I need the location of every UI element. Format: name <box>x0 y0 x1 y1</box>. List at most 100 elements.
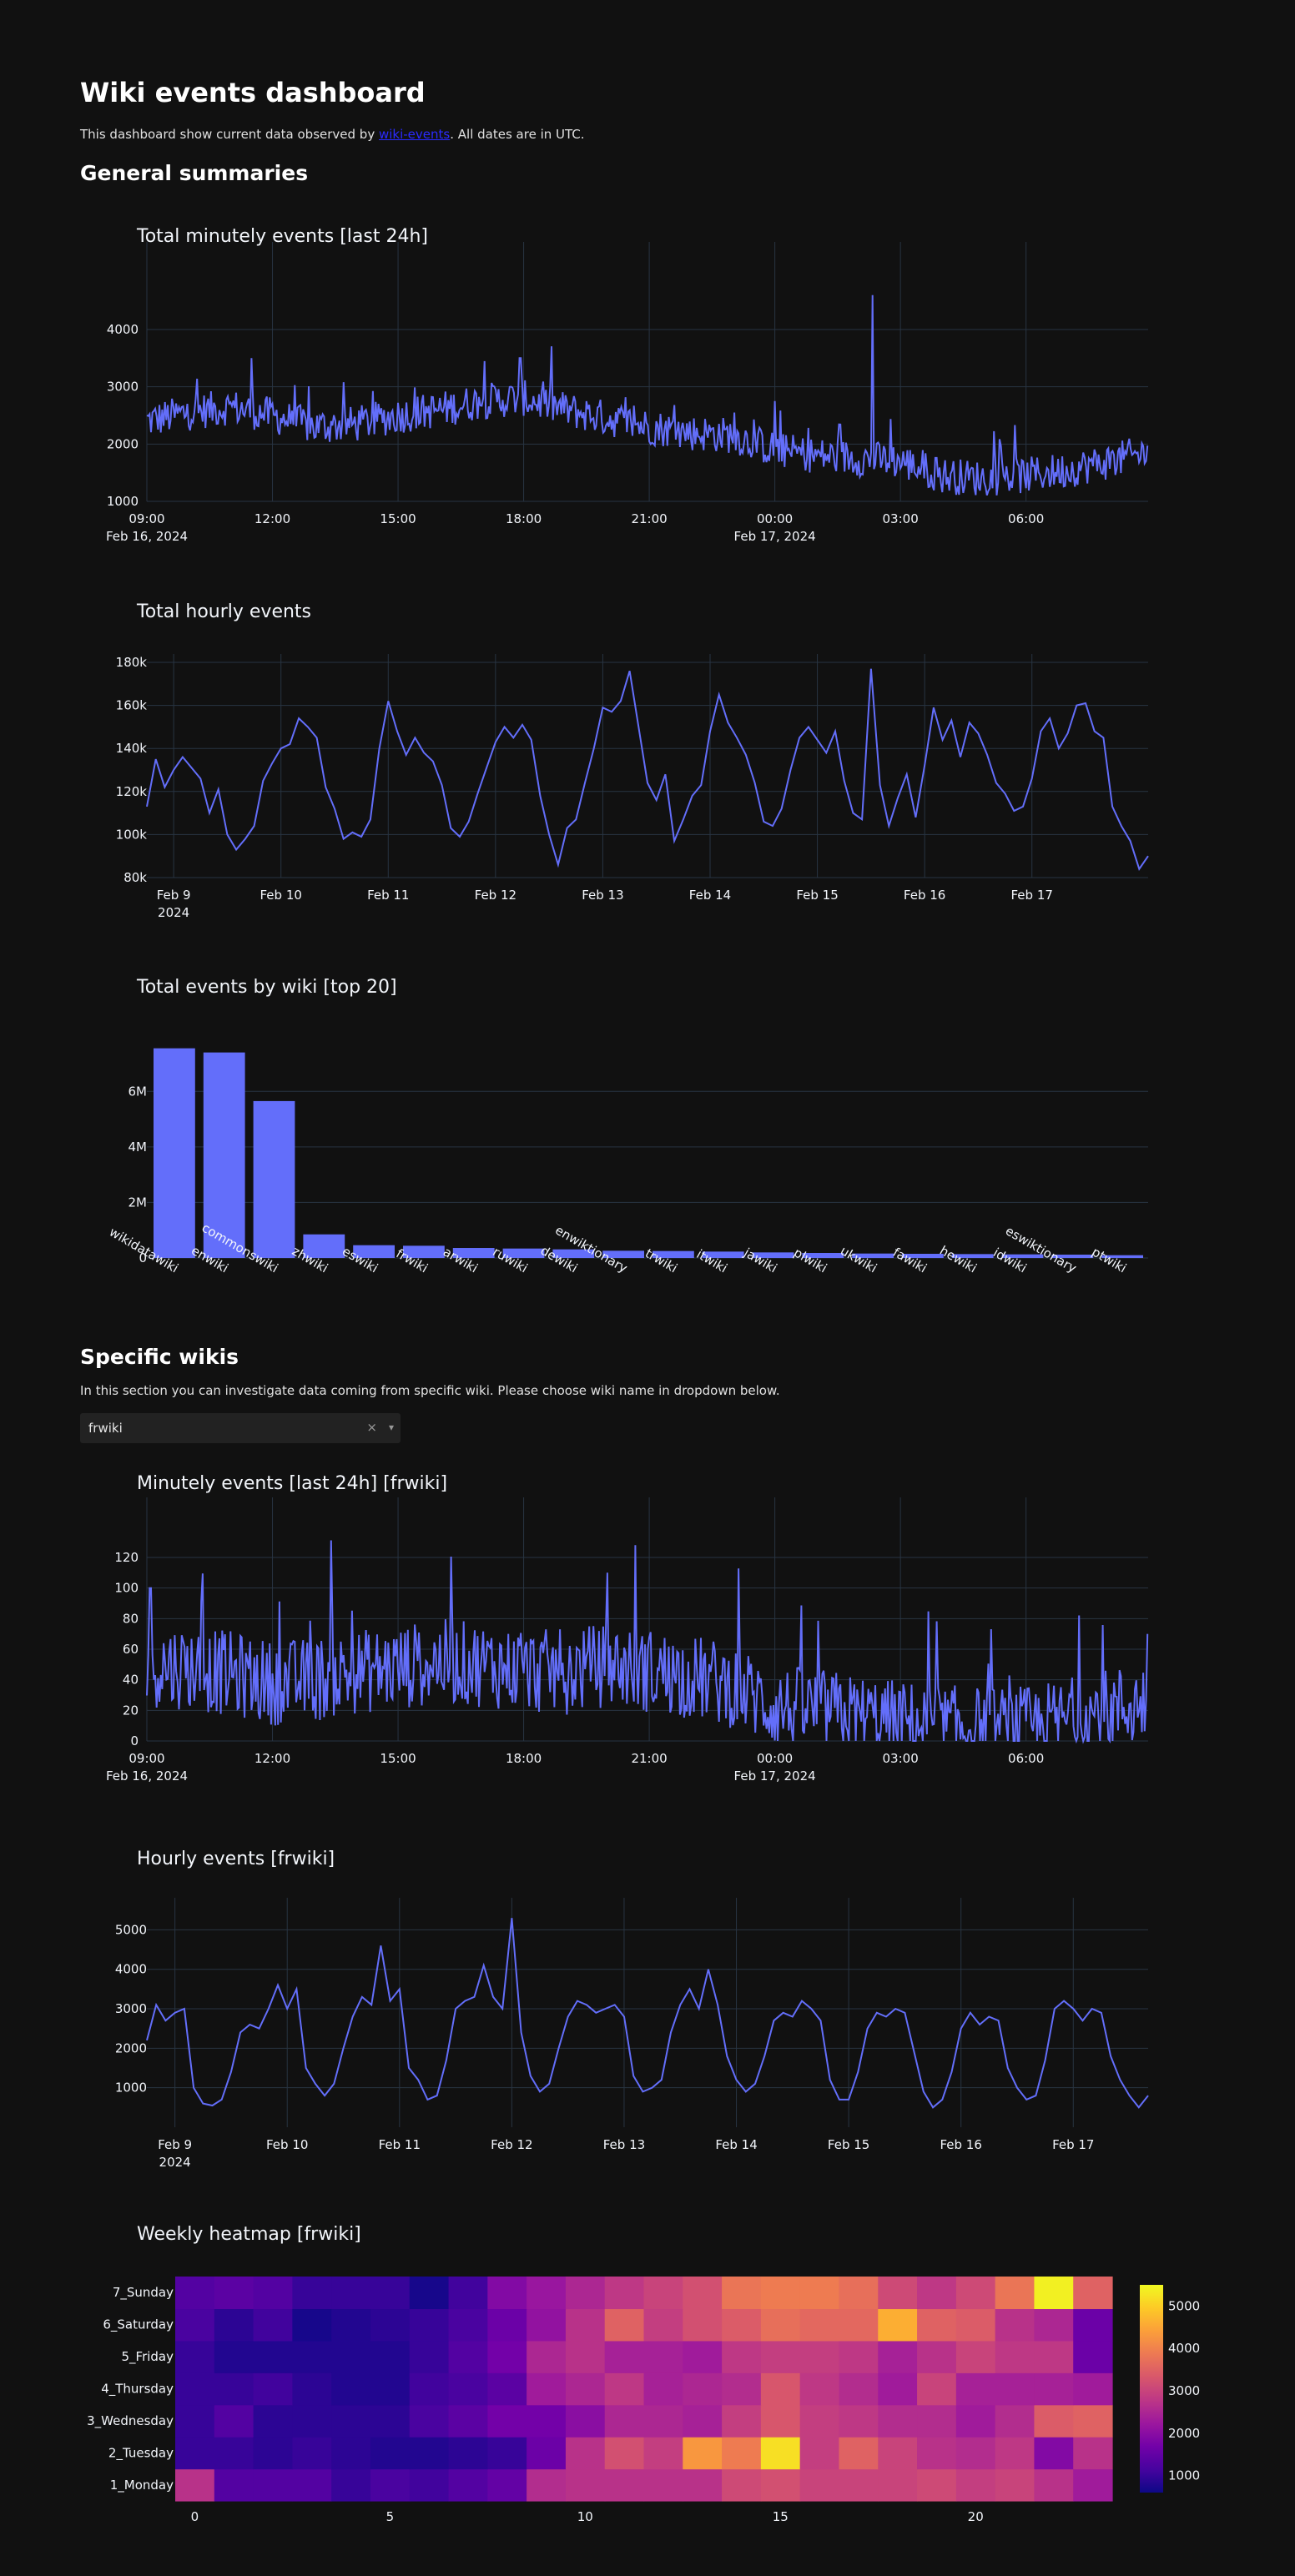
heatmap-cell <box>995 2372 1035 2406</box>
heatmap-cell <box>448 2468 488 2502</box>
wiki-events-link[interactable]: wiki-events <box>378 127 451 142</box>
bar-fawiki <box>902 1254 944 1258</box>
bar-enwiki <box>203 1052 245 1258</box>
heatmap-cell <box>409 2308 450 2342</box>
intro-text: This dashboard show current data observe… <box>80 127 585 142</box>
heatmap-cell <box>214 2404 254 2438</box>
heatmap-cell <box>527 2340 567 2373</box>
x-tick-label: Feb 12 <box>491 2137 532 2152</box>
x-category-label: trwiki <box>642 1245 680 1275</box>
y-tick-label: 3000 <box>107 380 139 395</box>
heatmap-cell <box>565 2308 606 2342</box>
chart-total-minutely: Total minutely events [last 24h] 09:00 Feb… <box>106 226 1149 544</box>
heatmap-cell <box>331 2372 371 2406</box>
heatmap-cell <box>760 2277 801 2310</box>
y-tick-label: 40 <box>123 1673 139 1688</box>
heatmap-cell <box>839 2277 879 2310</box>
heatmap-cell <box>370 2277 411 2310</box>
heatmap-cell <box>175 2468 215 2502</box>
y-category-label: 1_Monday <box>110 2478 174 2493</box>
heatmap-cell <box>253 2404 293 2438</box>
heatmap-cell <box>370 2372 411 2406</box>
heatmap-cell <box>292 2340 332 2373</box>
wiki-select-value: frwiki <box>88 1421 123 1436</box>
y-category-label: 3_Wednesday <box>87 2413 174 2429</box>
heatmap-cell <box>760 2308 801 2342</box>
x-tick-label: 18:00 <box>506 1751 542 1766</box>
heatmap-cell <box>760 2468 801 2502</box>
heatmap-cell <box>565 2468 606 2502</box>
heatmap-cell <box>995 2437 1035 2470</box>
heatmap-cell <box>643 2308 683 2342</box>
heatmap-cell <box>722 2437 762 2470</box>
intro-before: This dashboard show current data observe… <box>80 127 379 142</box>
heatmap-cell <box>643 2437 683 2470</box>
y-tick-label: 120k <box>116 784 148 799</box>
heatmap-cell <box>917 2372 957 2406</box>
heatmap-cell <box>839 2404 879 2438</box>
chart-total-hourly: Total hourly events Feb 9 2024 Feb 10 Feb 11… <box>116 601 1149 920</box>
heatmap-cell <box>253 2437 293 2470</box>
heatmap-cell <box>175 2437 215 2470</box>
heatmap-cell <box>175 2404 215 2438</box>
heatmap-cell <box>683 2340 723 2373</box>
heatmap-cell <box>878 2437 918 2470</box>
y-tick-label: 1000 <box>115 2080 147 2096</box>
heatmap-cell <box>1073 2404 1113 2438</box>
clear-icon[interactable]: × <box>366 1420 377 1435</box>
heatmap-cell <box>214 2308 254 2342</box>
heatmap-cell <box>760 2340 801 2373</box>
heatmap-cell <box>214 2340 254 2373</box>
y-tick-label: 5000 <box>115 1922 147 1937</box>
heatmap-cell <box>839 2437 879 2470</box>
x-tick-label: 15:00 <box>380 511 416 526</box>
x-tick-label: Feb 9 <box>158 2137 192 2152</box>
chart-title: Total hourly events <box>136 601 311 622</box>
x-category-label: fawiki <box>890 1245 930 1275</box>
heatmap-cell <box>448 2308 488 2342</box>
heatmap-cell <box>722 2404 762 2438</box>
heatmap-cell <box>409 2340 450 2373</box>
y-tick-label: 100 <box>114 1581 139 1596</box>
colorbar-tick-label: 3000 <box>1168 2383 1200 2398</box>
x-tick-label: 21:00 <box>631 1751 667 1766</box>
x-tick-label: Feb 14 <box>715 2137 757 2152</box>
y-tick-label: 2000 <box>115 2040 147 2055</box>
chart-title: Total events by wiki [top 20] <box>136 977 397 998</box>
x-tick-label: 00:00 <box>757 1751 793 1766</box>
heatmap-cell <box>292 2437 332 2470</box>
x-tick-label: 12:00 <box>254 511 290 526</box>
bar-enwiktionary <box>602 1250 644 1258</box>
heatmap-cell <box>839 2372 879 2406</box>
heatmap-cell <box>955 2308 996 2342</box>
x-tick-label: Feb 17 <box>1011 888 1053 903</box>
x-tick-label: 03:00 <box>883 1751 919 1766</box>
heatmap-cell <box>487 2372 527 2406</box>
heatmap-cell <box>839 2308 879 2342</box>
chevron-down-icon[interactable]: ▾ <box>388 1421 394 1433</box>
heatmap-cell <box>370 2468 411 2502</box>
heatmap-cell <box>722 2468 762 2502</box>
heatmap-cell <box>683 2277 723 2310</box>
bar-idwiki <box>1001 1254 1044 1258</box>
bar-zhwiki <box>303 1234 345 1258</box>
page-title: Wiki events dashboard <box>80 77 426 108</box>
x-category-label: dewiki <box>538 1243 581 1276</box>
heatmap-cell <box>799 2468 840 2502</box>
heatmap-cell <box>370 2308 411 2342</box>
x-tick-label: Feb 9 <box>157 888 191 903</box>
x-category-label: ptwiki <box>1089 1245 1129 1276</box>
heatmap-cell <box>214 2372 254 2406</box>
bar-eswiktionary <box>1051 1255 1094 1258</box>
wiki-select-dropdown[interactable]: frwiki × ▾ <box>80 1413 401 1443</box>
heatmap-cell <box>409 2404 450 2438</box>
x-tick-label: 10 <box>577 2509 593 2524</box>
series-line <box>146 1918 1149 2109</box>
x-tick-label: Feb 13 <box>603 2137 645 2152</box>
x-tick-label: 18:00 <box>506 511 542 526</box>
heatmap-cell <box>1034 2277 1074 2310</box>
section-general-title: General summaries <box>80 161 309 185</box>
heatmap-cell <box>604 2372 645 2406</box>
heatmap-cell <box>565 2437 606 2470</box>
y-tick-label: 2M <box>128 1195 148 1210</box>
